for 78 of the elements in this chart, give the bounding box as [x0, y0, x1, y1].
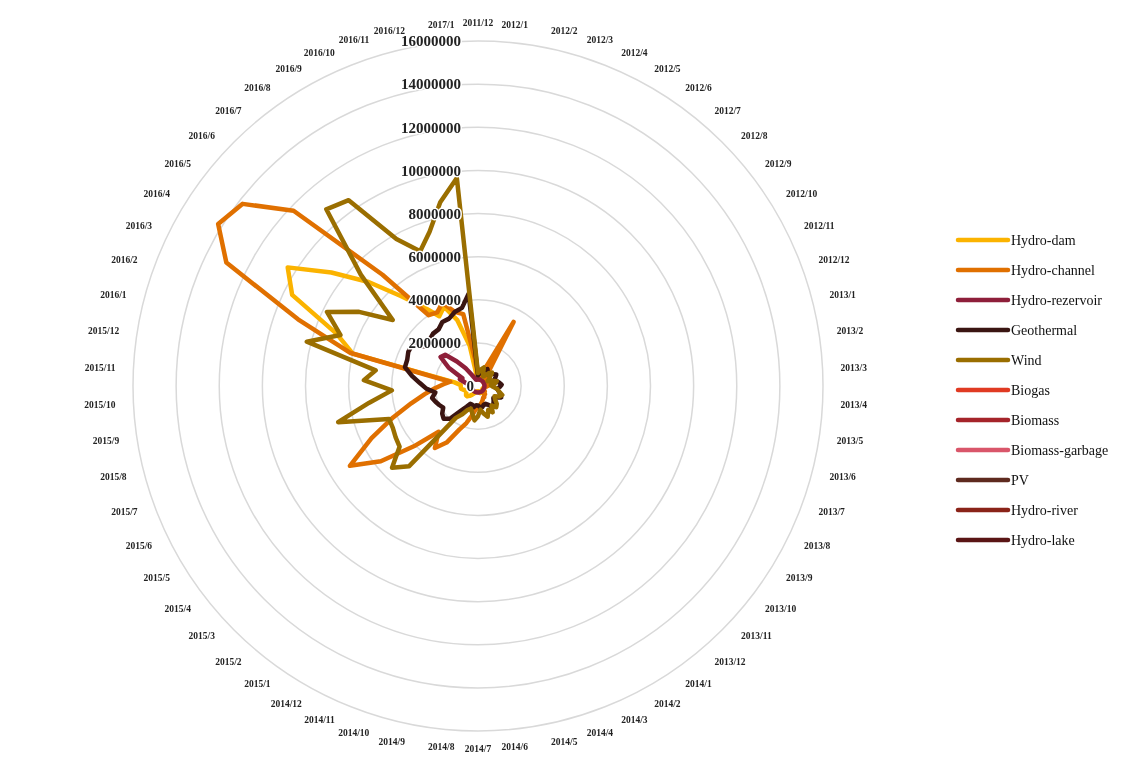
legend-label: Biogas [1011, 382, 1050, 398]
y-tick-label: 14000000 [401, 76, 461, 93]
legend-label: Hydro-channel [1011, 262, 1096, 278]
spoke-label: 2015/1 [244, 679, 271, 690]
spoke-label: 2015/4 [164, 603, 192, 614]
spoke-label: 2016/7 [215, 105, 242, 116]
spoke-label: 2016/9 [275, 63, 303, 74]
spoke-label: 2014/11 [304, 714, 336, 725]
spoke-label: 2015/6 [125, 541, 153, 552]
spoke-label: 2012/5 [654, 63, 681, 74]
spoke-label: 2012/1 [501, 20, 529, 31]
legend-label: Biomass-garbage [1011, 442, 1109, 458]
legend-label: Hydro-river [1011, 502, 1079, 518]
spoke-label: 2013/5 [836, 436, 864, 447]
spoke-label: 2015/3 [188, 631, 216, 642]
spoke-label: 2015/9 [92, 436, 120, 447]
spoke-label: 2012/7 [714, 105, 742, 116]
spoke-label: 2014/4 [586, 727, 614, 738]
spoke-label: 2016/3 [125, 221, 153, 232]
y-tick-label: 16000000 [401, 33, 461, 50]
spoke-label: 2016/6 [188, 131, 216, 142]
spoke-label: 2013/8 [803, 541, 831, 552]
spoke-label: 2013/10 [765, 603, 797, 614]
spoke-label: 2013/2 [836, 326, 864, 337]
spoke-label: 2015/11 [84, 362, 116, 373]
y-tick-label: 12000000 [401, 119, 461, 136]
spoke-label: 2017/1 [428, 20, 455, 31]
spoke-label: 2015/8 [100, 472, 127, 483]
spoke-label: 2013/1 [829, 290, 857, 301]
legend-label: Hydro-dam [1011, 232, 1076, 248]
legend-label: Hydro-rezervoir [1011, 292, 1103, 308]
spoke-label: 2012/2 [551, 25, 578, 36]
spoke-label: 2016/2 [111, 255, 138, 266]
spoke-label: 2013/3 [840, 362, 868, 373]
spoke-label: 2014/9 [378, 736, 406, 747]
spoke-label: 2011/12 [462, 18, 494, 29]
spoke-label: 2014/3 [621, 714, 648, 725]
spoke-label: 2012/4 [621, 47, 648, 58]
spoke-label: 2015/5 [143, 573, 171, 584]
spoke-label: 2015/10 [84, 399, 116, 410]
legend-label: Wind [1011, 352, 1042, 368]
spoke-label: 2012/10 [786, 189, 818, 200]
legend-label: PV [1011, 472, 1029, 488]
spoke-label: 2016/8 [244, 83, 271, 94]
y-tick-label: 6000000 [408, 248, 461, 265]
spoke-label: 2013/7 [818, 507, 846, 518]
spoke-label: 2014/2 [654, 698, 681, 709]
spoke-label: 2012/12 [818, 255, 850, 266]
spoke-label: 2015/12 [88, 326, 120, 337]
legend-label: Geothermal [1011, 322, 1078, 338]
y-tick-label: 10000000 [401, 162, 461, 179]
spoke-label: 2013/4 [840, 399, 868, 410]
spoke-label: 2014/10 [338, 727, 370, 738]
spoke-label: 2012/3 [586, 34, 614, 45]
spoke-label: 2015/2 [215, 656, 242, 667]
spoke-label: 2012/11 [803, 221, 835, 232]
spoke-label: 2014/5 [551, 736, 578, 747]
spoke-label: 2014/6 [501, 742, 529, 753]
spoke-label: 2012/9 [765, 159, 792, 170]
spoke-label: 2016/4 [143, 189, 171, 200]
spoke-label: 2016/5 [164, 159, 192, 170]
spoke-label: 2013/9 [786, 573, 813, 584]
spoke-label: 2016/12 [373, 25, 406, 36]
spoke-label: 2012/8 [741, 131, 768, 142]
spoke-label: 2016/10 [303, 47, 336, 58]
spoke-label: 2013/11 [741, 631, 772, 642]
spoke-label: 2013/6 [829, 472, 857, 483]
spoke-label: 2016/1 [100, 290, 127, 301]
spoke-label: 2013/12 [714, 656, 746, 667]
legend-label: Biomass [1011, 412, 1060, 428]
spoke-label: 2016/11 [338, 34, 370, 45]
legend-label: Hydro-lake [1011, 532, 1075, 548]
spoke-label: 2014/7 [464, 744, 492, 755]
spoke-label: 2014/12 [270, 698, 303, 709]
spoke-label: 2014/1 [685, 679, 713, 690]
spoke-label: 2012/6 [685, 83, 713, 94]
spoke-label: 2015/7 [111, 507, 138, 518]
spoke-label: 2014/8 [428, 742, 455, 753]
